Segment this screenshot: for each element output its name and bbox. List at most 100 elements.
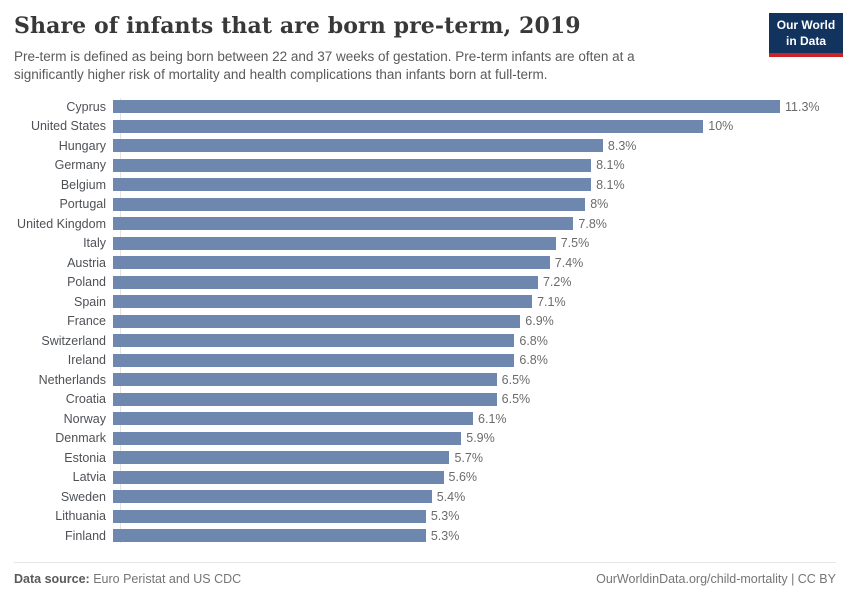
title-block: Share of infants that are born pre-term,… [14,13,635,84]
bar-area: 5.4% [113,490,850,504]
bar-row: Lithuania 5.3% [0,506,850,526]
bar-value-label: 6.8% [519,333,548,348]
bar-value-label: 8.1% [596,158,625,173]
bar-row: United Kingdom 7.8% [0,214,850,234]
country-label: Norway [63,411,106,426]
bar-row: Belgium 8.1% [0,175,850,195]
bar[interactable] [113,412,474,426]
bar-value-label: 6.9% [525,314,554,329]
bar-row: Cyprus 11.3% [0,97,850,117]
bar[interactable] [113,353,515,367]
bar[interactable] [113,431,462,445]
bar[interactable] [113,217,574,231]
bar-value-label: 5.4% [436,489,466,504]
bar-area: 6.1% [113,412,850,426]
subtitle-line-1: Pre-term is defined as being born betwee… [14,48,635,64]
data-source-text: Euro Peristat and US CDC [89,572,242,586]
chart-footer: Data source: Euro Peristat and US CDC Ou… [14,562,836,600]
bar[interactable] [113,490,432,504]
bar-area: 5.9% [113,431,850,445]
country-label: Poland [67,275,106,290]
bar[interactable] [113,509,426,523]
bar[interactable] [113,139,603,153]
bar[interactable] [113,470,444,484]
bar-area: 8.3% [113,139,850,153]
country-label: Latvia [72,470,106,485]
data-source-label: Data source: [14,572,90,586]
credit-link[interactable]: OurWorldinData.org/child-mortality | CC … [596,572,836,586]
country-label: Italy [83,236,106,251]
bar-area: 7.1% [113,295,850,309]
bar-row: Denmark 5.9% [0,428,850,448]
bar-area: 7.2% [113,275,850,289]
bar-row: Austria 7.4% [0,253,850,273]
country-label: Hungary [58,138,106,153]
bar-area: 7.8% [113,217,850,231]
country-label: Denmark [55,431,106,446]
bar-area: 8.1% [113,178,850,192]
country-label: Germany [54,158,106,173]
bar[interactable] [113,392,497,406]
bar-row: Hungary 8.3% [0,136,850,156]
bar[interactable] [113,373,497,387]
country-label: United Kingdom [17,216,106,231]
bar-row: Portugal 8% [0,194,850,214]
bar-value-label: 6.1% [478,411,507,426]
bar[interactable] [113,178,592,192]
bar[interactable] [113,119,704,133]
bar[interactable] [113,100,780,114]
bar-area: 8% [113,197,850,211]
bar-area: 7.4% [113,256,850,270]
country-label: Sweden [60,489,106,504]
bar[interactable] [113,256,550,270]
country-label: Portugal [59,197,106,212]
country-label: Lithuania [55,509,106,524]
country-label: Cyprus [66,99,106,114]
country-label: Spain [74,294,106,309]
bar[interactable] [113,275,538,289]
bar-row: Estonia 5.7% [0,448,850,468]
bar-chart: Cyprus 11.3% United States 10% Hungary 8.3% Ge… [0,97,850,556]
bar-area: 5.7% [113,451,850,465]
bar-value-label: 6.5% [501,392,531,407]
chart-subtitle: Pre-term is defined as being born betwee… [14,48,635,84]
bar-rows: Cyprus 11.3% United States 10% Hungary 8.3% Ge… [0,97,850,546]
bar[interactable] [113,314,521,328]
bar-area: 11.3% [113,100,850,114]
bar-area: 6.9% [113,314,850,328]
bar-row: Switzerland 6.8% [0,331,850,351]
data-source: Data source: Euro Peristat and US CDC [14,572,241,586]
bar-value-label: 8% [590,197,609,212]
bar-row: Sweden 5.4% [0,487,850,507]
bar-area: 6.8% [113,353,850,367]
country-label: Croatia [65,392,106,407]
bar[interactable] [113,197,586,211]
logo-line-1: Our World [776,18,836,32]
bar-area: 5.6% [113,470,850,484]
bar-row: Poland 7.2% [0,272,850,292]
bar-area: 5.3% [113,529,850,543]
bar-area: 6.5% [113,392,850,406]
bar-value-label: 7.1% [537,294,566,309]
bar-row: Germany 8.1% [0,155,850,175]
bar-value-label: 7.8% [578,216,607,231]
bar[interactable] [113,334,515,348]
bar-value-label: 8.3% [607,138,637,153]
bar-row: Croatia 6.5% [0,389,850,409]
bar[interactable] [113,295,533,309]
country-label: France [67,314,106,329]
bar-row: Norway 6.1% [0,409,850,429]
country-label: Finland [65,528,106,543]
bar-row: United States 10% [0,116,850,136]
bar[interactable] [113,451,450,465]
country-label: Estonia [64,450,106,465]
logo-line-2: in Data [785,33,826,48]
bar-row: Netherlands 6.5% [0,370,850,390]
bar-value-label: 5.9% [466,431,495,446]
bar-row: Ireland 6.8% [0,350,850,370]
bar[interactable] [113,236,556,250]
bar[interactable] [113,158,592,172]
subtitle-line-2: significantly higher risk of mortality a… [14,66,548,82]
bar[interactable] [113,529,426,543]
